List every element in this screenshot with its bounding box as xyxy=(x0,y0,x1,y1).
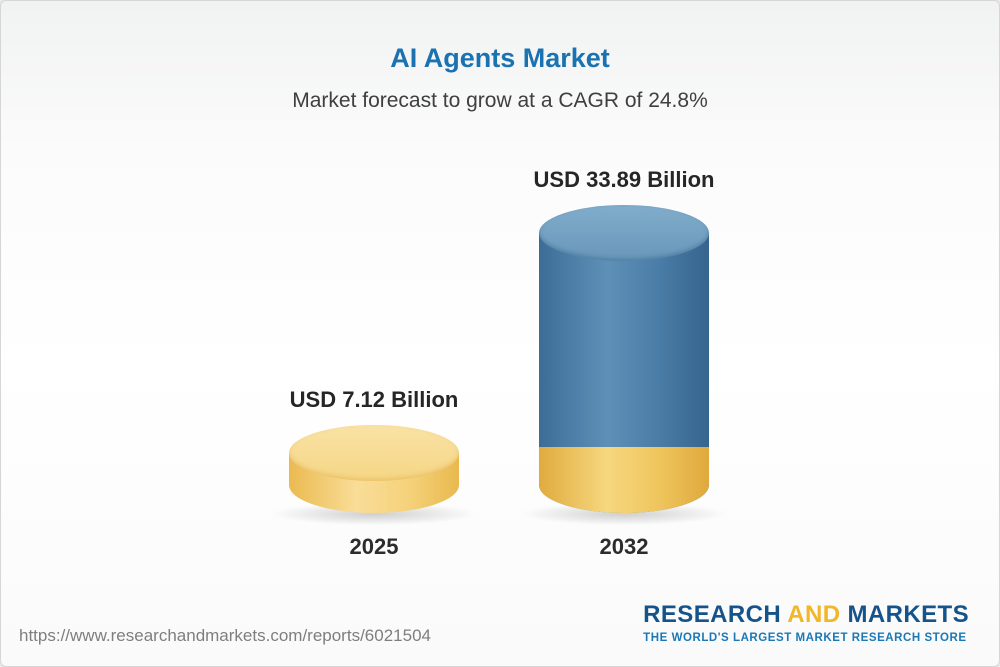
value-label-2025: USD 7.12 Billion xyxy=(289,387,459,412)
category-label-2025: 2025 xyxy=(349,534,399,559)
bar-2032-top xyxy=(539,205,709,261)
bar-2025 xyxy=(273,425,475,525)
brand-word-research: RESEARCH xyxy=(643,601,782,628)
brand-tagline: THE WORLD'S LARGEST MARKET RESEARCH STOR… xyxy=(643,632,967,644)
value-label-2032: USD 33.89 Billion xyxy=(533,167,715,192)
brand-logo: RESEARCH AND MARKETS THE WORLD'S LARGEST… xyxy=(643,601,969,644)
bar-2025-top xyxy=(289,425,459,481)
category-label-2032: 2032 xyxy=(599,534,649,559)
page-subtitle: Market forecast to grow at a CAGR of 24.… xyxy=(292,89,708,112)
page-title: AI Agents Market xyxy=(390,43,610,73)
bar-2032-yellow-base xyxy=(539,447,709,513)
report-url: https://www.researchandmarkets.com/repor… xyxy=(19,626,431,645)
bar-2032 xyxy=(523,205,725,525)
bar-shadow xyxy=(523,503,725,525)
brand-wordmark: RESEARCH AND MARKETS xyxy=(643,601,969,629)
brand-word-and: AND xyxy=(787,601,841,628)
bar-shadow xyxy=(273,503,475,525)
brand-word-markets: MARKETS xyxy=(847,601,969,628)
